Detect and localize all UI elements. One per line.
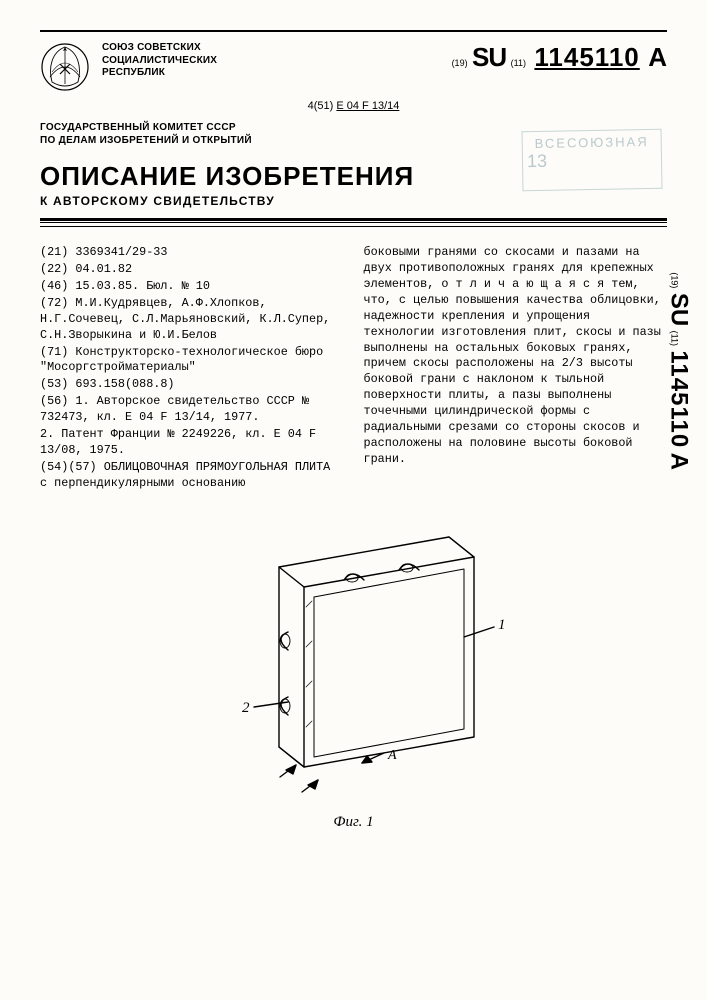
right-column: боковыми гранями со скосами и пазами на … xyxy=(364,245,668,493)
field-54: (54)(57) ОБЛИЦОВОЧНАЯ ПРЯМОУГОЛЬНАЯ ПЛИТ… xyxy=(40,460,344,492)
biblio-columns: (21) 3369341/29-33 (22) 04.01.82 (46) 15… xyxy=(40,245,667,493)
library-stamp: ВСЕСОЮЗНАЯ 13 xyxy=(521,129,662,191)
publication-number: (19) SU (11) 1145110 A xyxy=(452,42,667,73)
classification-row: 4(51) Е 04 F 13/14 xyxy=(40,100,667,112)
side-number: 1145110 xyxy=(666,350,693,448)
country-prefix: (19) xyxy=(452,58,468,68)
label-2: 2 xyxy=(242,700,250,716)
side-country: SU xyxy=(666,293,693,326)
field-53: (53) 693.158(088.8) xyxy=(40,377,344,393)
side-prefix2: (11) xyxy=(670,331,680,346)
doc-number: 1145110 xyxy=(534,42,639,72)
figure-1: 1 2 А Фиг. 1 xyxy=(40,507,667,831)
doc-subtitle: К АВТОРСКОМУ СВИДЕТЕЛЬСТВУ xyxy=(40,194,667,208)
field-46: (46) 15.03.85. Бюл. № 10 xyxy=(40,279,344,295)
side-pub-number: (19) SU (11) 1145110 A xyxy=(665,272,693,470)
field-71: (71) Конструкторско-технологическое бюро… xyxy=(40,345,344,377)
country-code: SU xyxy=(472,42,506,72)
field-22: (22) 04.01.82 xyxy=(40,262,344,278)
abstract-text: боковыми гранями со скосами и пазами на … xyxy=(364,245,668,468)
field-56: (56) 1. Авторское свидетельство СССР № 7… xyxy=(40,394,344,426)
field-72: (72) М.И.Кудрявцев, А.Ф.Хлопков, Н.Г.Соч… xyxy=(40,296,344,344)
stamp-line2: 13 xyxy=(527,149,657,172)
figure-caption: Фиг. 1 xyxy=(40,814,667,831)
stamp-line1: ВСЕСОЮЗНАЯ xyxy=(527,134,657,151)
kind-prefix: (11) xyxy=(511,58,526,68)
field-56b: 2. Патент Франции № 2249226, кл. Е 04 F … xyxy=(40,427,344,459)
label-a: А xyxy=(387,748,397,763)
patent-page: СОЮЗ СОВЕТСКИХ СОЦИАЛИСТИЧЕСКИХ РЕСПУБЛИ… xyxy=(0,0,707,1000)
state-emblem-icon xyxy=(40,42,90,92)
header: СОЮЗ СОВЕТСКИХ СОЦИАЛИСТИЧЕСКИХ РЕСПУБЛИ… xyxy=(40,42,667,92)
ipc-code: Е 04 F 13/14 xyxy=(336,100,399,112)
top-rule xyxy=(40,30,667,32)
separator-rule xyxy=(40,218,667,227)
field-21: (21) 3369341/29-33 xyxy=(40,245,344,261)
side-suffix: A xyxy=(666,453,693,470)
doc-suffix: A xyxy=(648,42,667,72)
cls-prefix: 4(51) xyxy=(308,100,334,112)
side-prefix1: (19) xyxy=(670,272,680,288)
left-column: (21) 3369341/29-33 (22) 04.01.82 (46) 15… xyxy=(40,245,344,493)
issuing-org: СОЮЗ СОВЕТСКИХ СОЦИАЛИСТИЧЕСКИХ РЕСПУБЛИ… xyxy=(102,42,440,80)
plate-drawing-icon: 1 2 А xyxy=(184,507,524,807)
label-1: 1 xyxy=(498,617,506,633)
